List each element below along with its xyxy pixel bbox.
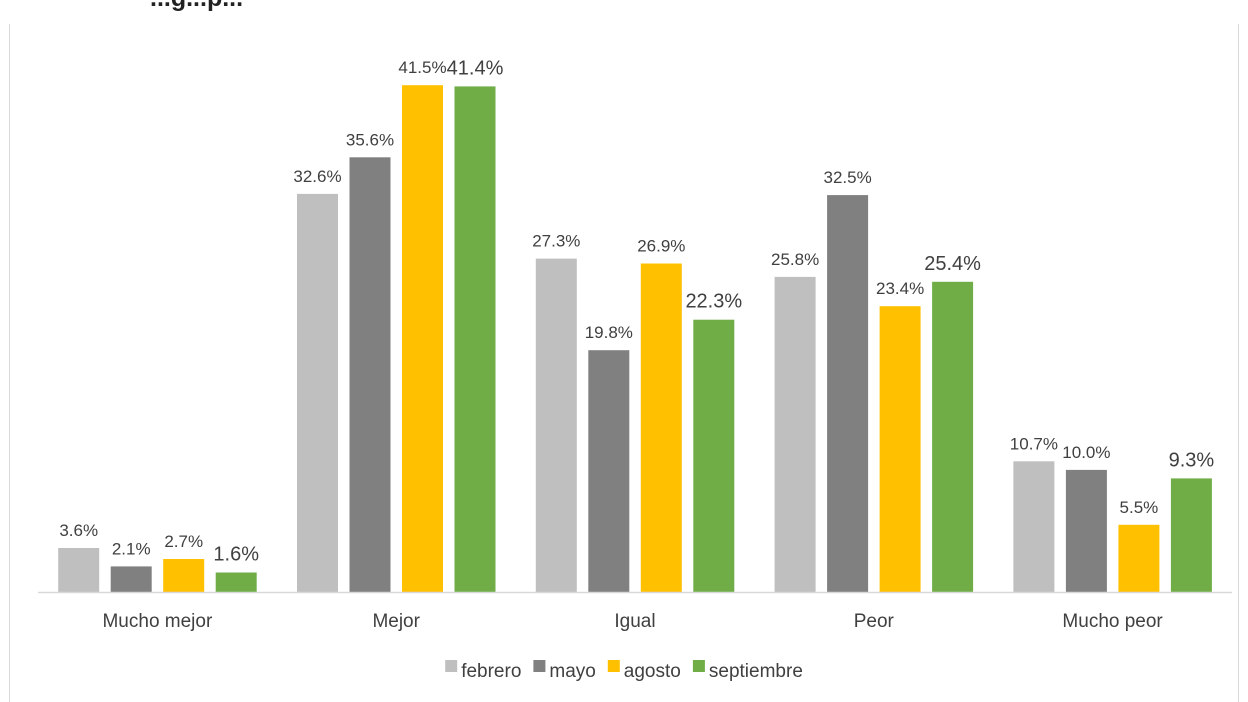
category-labels-group: Mucho mejor Mejor Igual Peor Mucho peor bbox=[102, 611, 1163, 632]
legend-label-agosto: agosto bbox=[624, 661, 681, 682]
data-label-peor-febrero: 25.8% bbox=[771, 250, 819, 269]
data-label-mucho-peor-mayo: 10.0% bbox=[1062, 443, 1110, 462]
chart-title: ...g...p... bbox=[150, 0, 243, 12]
data-label-mucho-mejor-febrero: 3.6% bbox=[59, 521, 98, 540]
category-label-igual: Igual bbox=[614, 611, 655, 632]
data-label-mucho-mejor-agosto: 2.7% bbox=[164, 532, 203, 551]
data-label-igual-febrero: 27.3% bbox=[532, 232, 580, 251]
bar-mejor-septiembre bbox=[454, 86, 496, 593]
category-label-mucho-peor: Mucho peor bbox=[1062, 611, 1163, 632]
data-label-peor-septiembre: 25.4% bbox=[924, 253, 981, 275]
data-label-peor-mayo: 32.5% bbox=[823, 168, 871, 187]
bar-igual-agosto bbox=[640, 263, 682, 592]
data-label-mejor-mayo: 35.6% bbox=[346, 130, 394, 149]
category-label-mejor: Mejor bbox=[372, 611, 420, 632]
legend-swatch-agosto bbox=[607, 660, 620, 672]
data-label-mucho-peor-agosto: 5.5% bbox=[1120, 498, 1159, 517]
chart-title-text: ...g...p... bbox=[150, 0, 243, 12]
bar-mucho-mejor-septiembre bbox=[215, 572, 257, 592]
data-label-mucho-mejor-mayo: 2.1% bbox=[112, 539, 151, 558]
bar-mejor-agosto bbox=[402, 85, 443, 592]
data-label-igual-septiembre: 22.3% bbox=[685, 291, 742, 313]
data-label-mucho-peor-febrero: 10.7% bbox=[1010, 434, 1058, 453]
bar-mejor-febrero bbox=[297, 193, 338, 592]
bar-peor-agosto bbox=[879, 306, 921, 592]
legend-swatch-septiembre bbox=[692, 660, 705, 672]
legend-swatch-mayo bbox=[533, 660, 546, 672]
legend-swatch-febrero bbox=[445, 660, 458, 672]
bar-igual-mayo bbox=[588, 350, 630, 592]
bar-mucho-peor-agosto bbox=[1118, 524, 1160, 592]
bar-mucho-peor-mayo bbox=[1065, 469, 1107, 592]
category-label-mucho-mejor: Mucho mejor bbox=[102, 611, 212, 632]
legend-label-mayo: mayo bbox=[549, 661, 595, 682]
legend: febrero mayo agosto septiembre bbox=[445, 660, 803, 682]
bar-peor-septiembre bbox=[932, 281, 974, 592]
legend-label-febrero: febrero bbox=[461, 661, 521, 682]
bar-mucho-peor-febrero bbox=[1013, 461, 1055, 592]
data-label-mejor-septiembre: 41.4% bbox=[447, 57, 504, 79]
data-label-igual-mayo: 19.8% bbox=[585, 323, 633, 342]
bar-peor-febrero bbox=[774, 276, 816, 592]
bar-mejor-mayo bbox=[349, 157, 391, 593]
bars-group bbox=[58, 85, 1212, 593]
data-label-mejor-febrero: 32.6% bbox=[293, 167, 341, 186]
data-label-mejor-agosto: 41.5% bbox=[398, 58, 446, 77]
data-label-mucho-peor-septiembre: 9.3% bbox=[1169, 449, 1215, 471]
bar-mucho-mejor-mayo bbox=[110, 566, 152, 592]
bar-mucho-mejor-agosto bbox=[163, 559, 205, 592]
data-label-peor-agosto: 23.4% bbox=[876, 279, 924, 298]
bar-igual-septiembre bbox=[693, 319, 735, 592]
bar-peor-mayo bbox=[827, 195, 869, 592]
category-label-peor: Peor bbox=[854, 611, 895, 632]
data-label-igual-agosto: 26.9% bbox=[637, 237, 685, 256]
data-labels-group: 3.6% 2.1% 2.7% 1.6% 32.6% 35.6% 41.5% 41.4% 27.3… bbox=[59, 57, 1214, 565]
data-label-mucho-mejor-septiembre: 1.6% bbox=[213, 544, 259, 566]
bar-mucho-peor-septiembre bbox=[1170, 478, 1212, 592]
bar-mucho-mejor-febrero bbox=[58, 548, 100, 592]
legend-label-septiembre: septiembre bbox=[709, 661, 803, 682]
bar-igual-febrero bbox=[535, 258, 577, 592]
